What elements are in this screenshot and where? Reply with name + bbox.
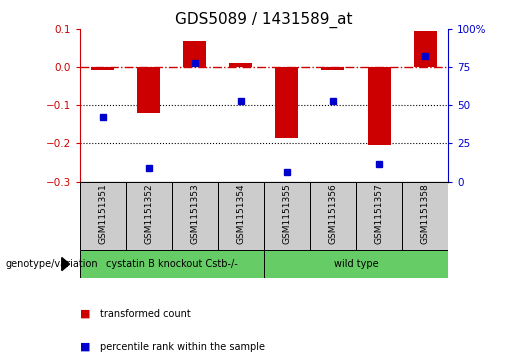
- Text: GSM1151355: GSM1151355: [282, 184, 291, 244]
- Bar: [368, 67, 390, 145]
- Text: transformed count: transformed count: [100, 309, 191, 319]
- Bar: [172, 182, 218, 250]
- Bar: [229, 62, 252, 67]
- Bar: [218, 182, 264, 250]
- Text: GSM1151356: GSM1151356: [329, 184, 337, 244]
- Bar: [80, 250, 264, 278]
- Bar: [414, 31, 437, 67]
- Text: GSM1151351: GSM1151351: [98, 184, 107, 244]
- Text: percentile rank within the sample: percentile rank within the sample: [100, 342, 265, 352]
- Bar: [310, 182, 356, 250]
- Text: cystatin B knockout Cstb-/-: cystatin B knockout Cstb-/-: [106, 259, 238, 269]
- Bar: [276, 67, 299, 138]
- Bar: [80, 182, 126, 250]
- Bar: [356, 182, 402, 250]
- Text: GSM1151358: GSM1151358: [421, 184, 430, 244]
- Bar: [264, 182, 310, 250]
- Text: ■: ■: [80, 342, 90, 352]
- Bar: [183, 41, 207, 67]
- Bar: [126, 182, 172, 250]
- Text: GSM1151353: GSM1151353: [191, 184, 199, 244]
- Text: GSM1151354: GSM1151354: [236, 184, 246, 244]
- Text: genotype/variation: genotype/variation: [5, 259, 98, 269]
- Text: ■: ■: [80, 309, 90, 319]
- Text: GSM1151352: GSM1151352: [144, 184, 153, 244]
- Text: GSM1151357: GSM1151357: [374, 184, 384, 244]
- Bar: [138, 67, 160, 113]
- Bar: [402, 182, 448, 250]
- Bar: [264, 250, 448, 278]
- Bar: [321, 67, 345, 70]
- Bar: [91, 67, 114, 70]
- Text: wild type: wild type: [334, 259, 379, 269]
- Title: GDS5089 / 1431589_at: GDS5089 / 1431589_at: [175, 12, 353, 28]
